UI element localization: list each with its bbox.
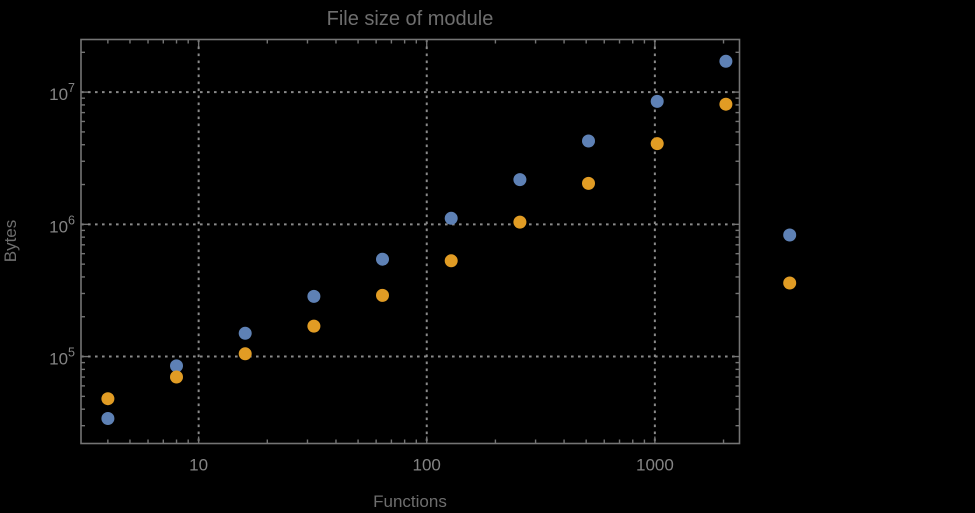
- data-point-blue: [650, 94, 664, 108]
- y-axis-label: Bytes: [1, 220, 20, 263]
- data-point-orange: [783, 276, 797, 290]
- x-axis-label: Functions: [373, 492, 447, 511]
- data-point-blue: [101, 412, 115, 425]
- data-point-blue: [170, 359, 183, 373]
- plot-frame: [80, 38, 741, 445]
- data-point-orange: [513, 215, 527, 229]
- data-point-blue: [444, 211, 458, 225]
- y-tick-label: 107: [49, 81, 75, 104]
- chart-title: File size of module: [327, 8, 494, 30]
- gridlines: [81, 39, 740, 444]
- data-point-orange: [238, 347, 252, 361]
- data-point-orange: [650, 137, 664, 151]
- frame-border: [80, 38, 741, 445]
- data-point-blue: [376, 252, 389, 266]
- data-point-blue: [582, 134, 595, 148]
- x-tick-label: 1000: [636, 456, 674, 475]
- x-tick-label: 10: [189, 456, 208, 475]
- data-point-orange: [719, 97, 733, 111]
- data-point-blue: [513, 173, 527, 187]
- data-point-orange: [101, 392, 115, 406]
- data-point-orange: [444, 254, 458, 268]
- y-tick-label: 106: [49, 213, 75, 236]
- data-point-blue: [238, 326, 252, 340]
- data-point-orange: [582, 176, 595, 190]
- data-point-blue: [719, 54, 733, 68]
- data-point-orange: [307, 319, 321, 333]
- tick-marks: [81, 39, 740, 444]
- y-tick-label: 105: [49, 346, 75, 369]
- data-points: [101, 54, 797, 425]
- data-point-orange: [170, 370, 183, 384]
- data-point-blue: [783, 228, 797, 242]
- data-point-blue: [307, 289, 321, 303]
- tick-labels: 10 100 1000 105 106 107: [49, 81, 674, 474]
- data-point-orange: [376, 288, 389, 302]
- x-tick-label: 100: [413, 456, 441, 475]
